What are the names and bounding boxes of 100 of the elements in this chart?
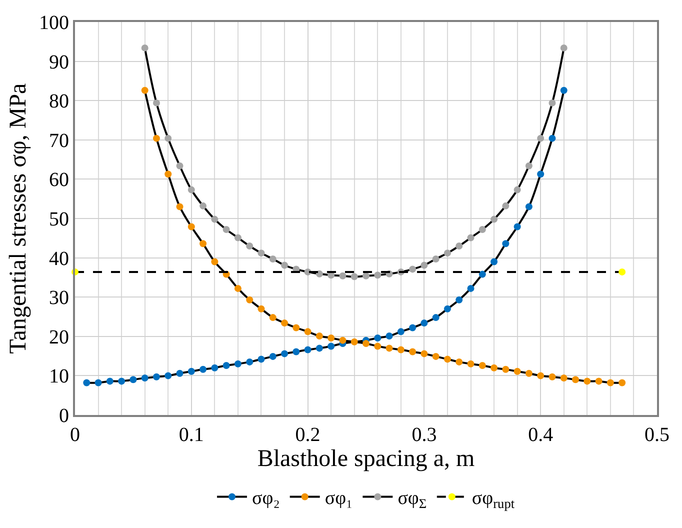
- point: [316, 270, 323, 278]
- point: [164, 134, 172, 142]
- point: [490, 216, 498, 223]
- point: [548, 99, 556, 106]
- point: [432, 314, 440, 322]
- point: [572, 376, 580, 384]
- point: [374, 334, 382, 342]
- x-tick-label: 0.1: [178, 424, 204, 446]
- point: [584, 378, 591, 385]
- point: [152, 373, 160, 380]
- point: [152, 99, 160, 106]
- point: [525, 162, 532, 170]
- point: [467, 284, 474, 292]
- point: [211, 258, 218, 266]
- x-axis-title: Blasthole spacing a, m: [257, 446, 475, 472]
- point: [211, 364, 218, 372]
- point: [467, 360, 474, 368]
- point: [514, 223, 521, 230]
- point: [200, 240, 207, 248]
- point: [514, 186, 521, 194]
- y-tick-label: 70: [49, 130, 69, 152]
- point: [548, 134, 556, 142]
- point: [560, 44, 568, 52]
- point: [618, 379, 626, 386]
- point: [350, 338, 358, 346]
- point: [83, 379, 90, 386]
- point: [478, 270, 486, 278]
- point: [258, 356, 265, 363]
- point: [200, 202, 207, 210]
- point: [304, 346, 312, 354]
- point: [537, 134, 544, 142]
- legend-label: σφ₂: [252, 488, 280, 510]
- x-tick-label: 0.3: [412, 424, 437, 446]
- point: [490, 364, 498, 372]
- point: [606, 379, 614, 386]
- point: [188, 368, 195, 375]
- point: [211, 216, 218, 223]
- point: [456, 358, 463, 366]
- point: [386, 344, 393, 352]
- y-tick-label: 10: [49, 366, 69, 388]
- x-tick-label: 0.5: [644, 424, 670, 446]
- point: [200, 366, 207, 373]
- point: [316, 344, 323, 352]
- y-tick-label: 100: [39, 12, 69, 34]
- point: [444, 356, 451, 363]
- point: [467, 234, 474, 242]
- y-tick-label: 50: [49, 208, 69, 230]
- point: [525, 203, 532, 210]
- point: [595, 378, 602, 385]
- point: [478, 362, 486, 369]
- point: [490, 258, 498, 266]
- point: [94, 379, 102, 386]
- point: [537, 372, 544, 380]
- point: [141, 44, 148, 52]
- point: [350, 273, 358, 280]
- point: [397, 328, 404, 336]
- y-tick-label: 90: [49, 51, 69, 74]
- point: [362, 340, 370, 347]
- point: [164, 170, 172, 178]
- y-tick-label: 40: [49, 248, 69, 270]
- point: [222, 226, 230, 233]
- point: [374, 342, 382, 350]
- point: [152, 134, 160, 142]
- point: [246, 296, 254, 304]
- point: [269, 314, 276, 322]
- point: [420, 320, 428, 327]
- point: [234, 360, 242, 368]
- point: [409, 324, 416, 332]
- point: [141, 374, 148, 382]
- point: [502, 240, 510, 248]
- point: [281, 262, 288, 269]
- point: [188, 223, 195, 230]
- point: [176, 162, 184, 170]
- point: [420, 350, 428, 358]
- point: [292, 348, 300, 356]
- x-tick-label: 0.2: [295, 424, 320, 446]
- y-tick-label: 60: [49, 169, 69, 192]
- point: [234, 284, 242, 292]
- point: [456, 242, 463, 250]
- point: [106, 378, 114, 385]
- point: [537, 170, 544, 178]
- point: [328, 342, 335, 350]
- point: [316, 332, 323, 340]
- point: [502, 366, 510, 373]
- point: [618, 268, 626, 276]
- point: [292, 324, 300, 332]
- point: [548, 373, 556, 380]
- point: [176, 203, 184, 210]
- point: [502, 202, 510, 210]
- point: [176, 370, 184, 377]
- point: [281, 320, 288, 327]
- point: [525, 370, 532, 377]
- point: [456, 296, 463, 304]
- legend-label: σφ₁: [324, 488, 353, 510]
- point: [409, 348, 416, 356]
- y-tick-label: 80: [49, 90, 69, 113]
- point: [141, 86, 148, 94]
- point: [281, 350, 288, 358]
- point: [560, 374, 568, 382]
- point: [339, 272, 346, 280]
